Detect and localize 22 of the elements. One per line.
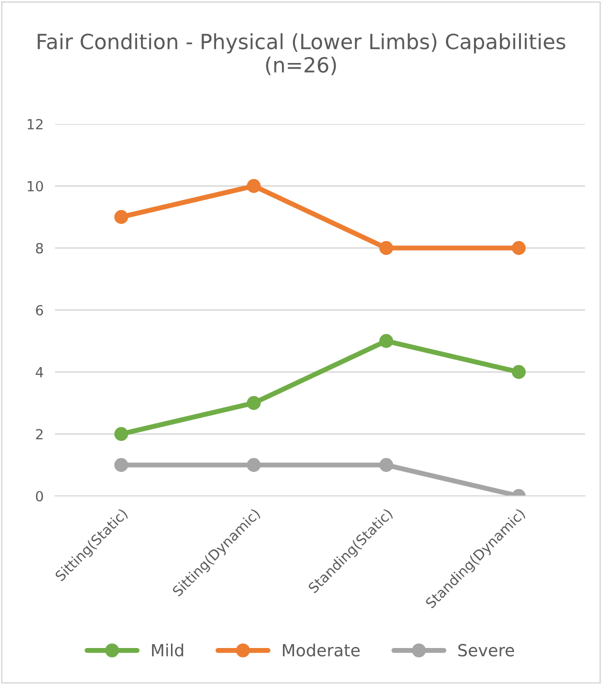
point — [379, 334, 394, 348]
y-tick-label: 0 — [36, 490, 43, 502]
legend-label: Mild — [152, 644, 184, 656]
point — [379, 241, 394, 255]
point — [246, 458, 261, 472]
y-tick-label: 4 — [36, 367, 44, 378]
y-tick-label: 12 — [28, 118, 42, 130]
point — [114, 458, 128, 472]
point — [246, 396, 261, 410]
y-tick-label: 6 — [36, 304, 44, 316]
point — [512, 241, 526, 255]
legend-label: Moderate — [282, 644, 360, 656]
point — [512, 365, 526, 379]
point — [379, 458, 394, 472]
legend-label: Severe — [458, 644, 514, 656]
y-tick-label: 10 — [28, 180, 43, 192]
point — [114, 427, 128, 441]
chart-title: Fair Condition - Physical (Lower Limbs) Capabilities (n=26) — [38, 33, 566, 76]
y-tick-label: 2 — [36, 428, 42, 440]
y-tick-label: 8 — [36, 242, 43, 254]
point — [246, 179, 261, 193]
point — [114, 210, 128, 224]
